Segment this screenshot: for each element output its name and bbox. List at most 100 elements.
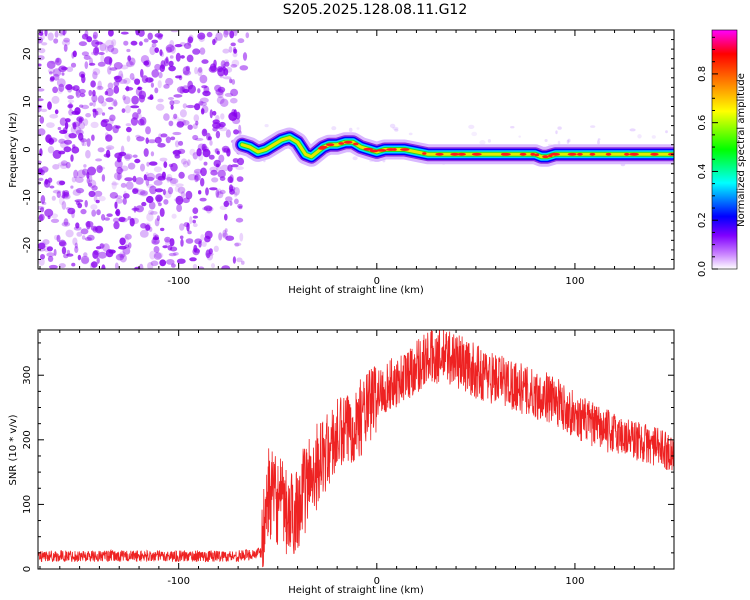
noise-speckle bbox=[229, 78, 233, 84]
noise-speckle bbox=[230, 64, 238, 68]
noise-speckle bbox=[92, 100, 96, 107]
noise-speckle bbox=[174, 44, 183, 48]
noise-speckle bbox=[67, 99, 75, 104]
bot-ytick-labels: 0 100 200 300 bbox=[22, 366, 33, 573]
noise-speckle bbox=[163, 84, 170, 89]
noise-speckle bbox=[175, 195, 184, 205]
noise-speckle bbox=[229, 30, 235, 39]
noise-speckle bbox=[151, 39, 158, 44]
noise-speckle bbox=[85, 113, 91, 118]
noise-speckle bbox=[156, 215, 160, 222]
noise-speckle bbox=[86, 234, 95, 241]
noise-speckle bbox=[96, 257, 100, 264]
ridge-peak bbox=[369, 149, 379, 153]
noise-speckle bbox=[49, 185, 55, 189]
noise-speckle bbox=[155, 194, 163, 202]
noise-speckle bbox=[159, 157, 168, 162]
noise-speckle bbox=[81, 51, 89, 56]
noise-speckle bbox=[111, 47, 119, 55]
noise-speckle bbox=[116, 157, 122, 163]
noise-speckle bbox=[136, 189, 146, 196]
noise-speckle bbox=[197, 266, 205, 269]
noise-speckle bbox=[65, 161, 71, 169]
noise-speckle bbox=[213, 159, 221, 167]
noise-speckle bbox=[148, 209, 154, 215]
colorbar-tick-label: 0.8 bbox=[697, 66, 708, 82]
noise-speckle bbox=[163, 161, 168, 169]
noise-speckle bbox=[61, 72, 65, 76]
noise-speckle bbox=[199, 197, 207, 202]
noise-speckle bbox=[61, 39, 71, 46]
noise-speckle bbox=[143, 60, 150, 66]
noise-speckle bbox=[72, 237, 78, 246]
noise-speckle bbox=[119, 253, 127, 263]
noise-speckle bbox=[140, 55, 150, 64]
noise-speckle bbox=[126, 135, 131, 142]
top-ytick-labels: -20 -10 0 10 20 bbox=[22, 48, 33, 254]
noise-speckle bbox=[70, 125, 76, 134]
noise-speckle bbox=[150, 211, 158, 215]
noise-speckle bbox=[57, 87, 63, 94]
noise-speckle bbox=[166, 259, 175, 265]
noise-speckle bbox=[115, 77, 121, 84]
noise-speckle bbox=[147, 32, 153, 40]
noise-speckle bbox=[135, 205, 144, 213]
noise-speckle bbox=[214, 37, 218, 44]
noise-speckle bbox=[236, 176, 244, 182]
noise-speckle bbox=[145, 178, 150, 186]
noise-speckle bbox=[60, 163, 68, 169]
noise-speckle bbox=[233, 48, 238, 54]
noise-speckle bbox=[130, 40, 138, 46]
noise-speckle bbox=[238, 124, 242, 134]
top-xtick-label-2: 100 bbox=[565, 276, 584, 287]
noise-speckle bbox=[39, 207, 45, 213]
noise-speckle bbox=[83, 252, 88, 257]
noise-speckle bbox=[79, 138, 88, 143]
noise-speckle bbox=[79, 104, 84, 108]
noise-speckle bbox=[167, 97, 175, 100]
noise-speckle bbox=[84, 61, 89, 69]
noise-speckle bbox=[235, 166, 244, 171]
noise-speckle bbox=[101, 174, 106, 182]
noise-speckle bbox=[53, 234, 59, 241]
noise-speckle bbox=[107, 44, 115, 53]
ridge-peak bbox=[605, 152, 612, 156]
noise-speckle bbox=[189, 257, 197, 262]
noise-speckle bbox=[198, 101, 208, 107]
noise-speckle bbox=[196, 148, 202, 157]
noise-speckle bbox=[71, 262, 76, 267]
noise-speckle bbox=[74, 242, 78, 249]
noise-speckle bbox=[172, 150, 182, 155]
noise-speckle bbox=[160, 227, 165, 232]
noise-speckle bbox=[71, 110, 80, 115]
ridge-peak bbox=[363, 147, 374, 151]
noise-speckle bbox=[114, 262, 119, 269]
top-ylabel: Frequency (Hz) bbox=[8, 112, 19, 188]
ridge-peak bbox=[519, 152, 527, 156]
noise-speckle bbox=[38, 36, 43, 44]
noise-speckle bbox=[154, 47, 159, 53]
noise-speckle bbox=[113, 99, 118, 107]
noise-speckle bbox=[124, 105, 131, 114]
noise-speckle bbox=[232, 256, 236, 264]
noise-speckle bbox=[47, 146, 55, 154]
noise-speckle bbox=[50, 213, 59, 219]
noise-speckle bbox=[176, 258, 186, 264]
noise-speckle bbox=[58, 263, 66, 269]
noise-speckle bbox=[91, 185, 98, 191]
noise-speckle bbox=[74, 126, 82, 134]
noise-speckle bbox=[90, 121, 99, 129]
noise-speckle bbox=[177, 86, 186, 94]
noise-speckle bbox=[77, 169, 86, 179]
y-tick-label: -20 bbox=[22, 237, 33, 253]
noise-speckle bbox=[58, 83, 65, 93]
ridge-peak bbox=[577, 152, 583, 156]
noise-speckle bbox=[138, 90, 147, 100]
noise-speckle bbox=[44, 208, 54, 217]
noise-speckle bbox=[170, 136, 176, 141]
noise-speckle bbox=[116, 166, 123, 175]
noise-speckle bbox=[81, 104, 90, 110]
noise-speckle bbox=[195, 120, 199, 126]
noise-speckle bbox=[38, 31, 44, 36]
